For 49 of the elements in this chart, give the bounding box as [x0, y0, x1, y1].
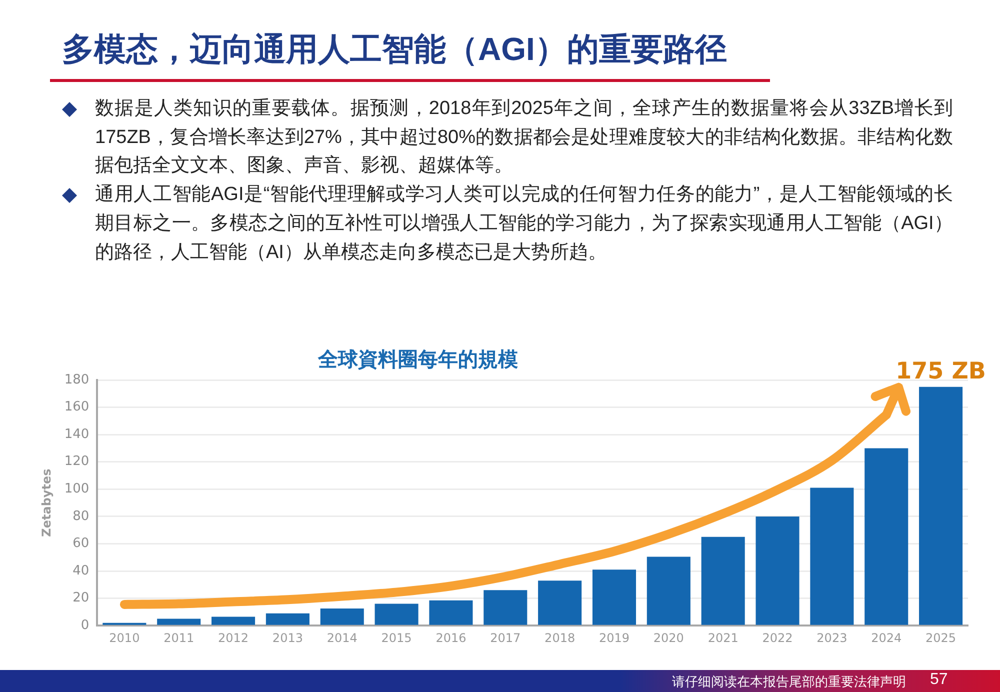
bar — [919, 386, 963, 625]
bar — [646, 556, 690, 625]
bar — [810, 488, 854, 625]
x-tick-label: 2013 — [272, 630, 303, 645]
y-tick-label: 20 — [72, 590, 90, 606]
y-axis-title: Zetabytes — [39, 468, 54, 537]
x-tick-label: 2021 — [708, 630, 738, 645]
x-tick-label: 2016 — [436, 630, 466, 645]
y-tick-label: 180 — [64, 372, 90, 388]
text: 数据是人类知识的重要载体。据预测，2018年到2025年之间，全球产生的数据量将会从33ZB增长到175ZB，复合增长率达到27%，其中超过80%的数据都会是处理难度较大的非结构化数据。非结构化数据包括全文文本、图象、声音、影视、超媒体等。 — [95, 98, 953, 176]
x-tick-label: 2024 — [871, 630, 902, 645]
y-tick-label: 60 — [72, 536, 90, 552]
x-tick-label: 2018 — [544, 630, 576, 645]
bar — [484, 590, 528, 625]
x-tick-label: 2022 — [762, 630, 793, 645]
bar — [374, 604, 418, 625]
y-tick-label: 140 — [64, 426, 90, 442]
annotation: 175 ZB — [896, 358, 986, 384]
x-tick-label: 2012 — [218, 630, 249, 645]
bar — [429, 600, 473, 625]
bar — [538, 580, 582, 625]
x-tick-label: 2020 — [653, 630, 684, 645]
y-tick-label: 120 — [64, 454, 90, 470]
bar — [212, 616, 256, 625]
x-tick-label: 2017 — [490, 630, 521, 645]
x-tick-label: 2023 — [816, 630, 848, 645]
y-tick-label: 0 — [80, 618, 90, 633]
bar — [701, 536, 745, 625]
bar — [320, 608, 364, 625]
y-tick-label: 100 — [64, 482, 90, 497]
y-tick-label: 40 — [72, 563, 90, 578]
x-tick-label: 2010 — [109, 630, 140, 645]
x-tick-label: 2014 — [326, 630, 358, 645]
chart-subtitle: 全球資料圈每年的規模 — [316, 348, 519, 373]
bar — [157, 618, 201, 625]
y-tick-label: 160 — [64, 400, 90, 415]
x-tick-label: 2019 — [598, 630, 630, 645]
bar — [266, 613, 310, 625]
text: 请仔细阅读在本报告尾部的重要法律声明 — [672, 673, 906, 691]
bar — [864, 448, 908, 625]
chart-title: 多模态，迈向通用人工智能（AGI）的重要路径 — [62, 30, 727, 69]
y-tick-label: 80 — [72, 508, 90, 524]
bar — [756, 516, 800, 625]
bar — [592, 570, 636, 625]
x-tick-label: 2015 — [381, 630, 412, 645]
text: 通用人工智能AGI是“智能代理理解或学习人类可以完成的任何智力任务的能力”，是人工智能领域的长期目标之一。多模态之间的互补性可以增强人工智能的学习能力，为了探索实现通用人工智能（AGI）的路径，人工智能（AI）从单模态走向多模态已是大势所趋。 — [95, 184, 953, 263]
x-tick-label: 2025 — [926, 630, 956, 645]
x-tick-label: 2011 — [164, 630, 194, 645]
text: 57 — [930, 671, 948, 689]
